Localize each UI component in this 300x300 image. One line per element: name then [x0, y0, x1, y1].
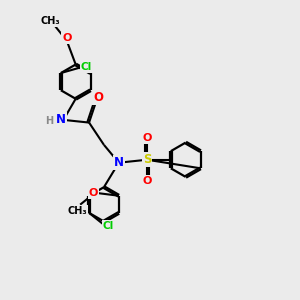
Text: CH₃: CH₃	[68, 206, 87, 216]
Text: Cl: Cl	[103, 221, 114, 231]
Text: N: N	[114, 156, 124, 169]
Text: Cl: Cl	[80, 62, 92, 72]
Text: S: S	[143, 153, 151, 166]
Text: O: O	[62, 33, 71, 43]
Text: N: N	[56, 113, 66, 126]
Text: O: O	[89, 188, 98, 198]
Text: CH₃: CH₃	[40, 16, 60, 26]
Text: O: O	[142, 133, 152, 143]
Text: O: O	[93, 91, 103, 104]
Text: H: H	[46, 116, 54, 126]
Text: O: O	[142, 176, 152, 186]
